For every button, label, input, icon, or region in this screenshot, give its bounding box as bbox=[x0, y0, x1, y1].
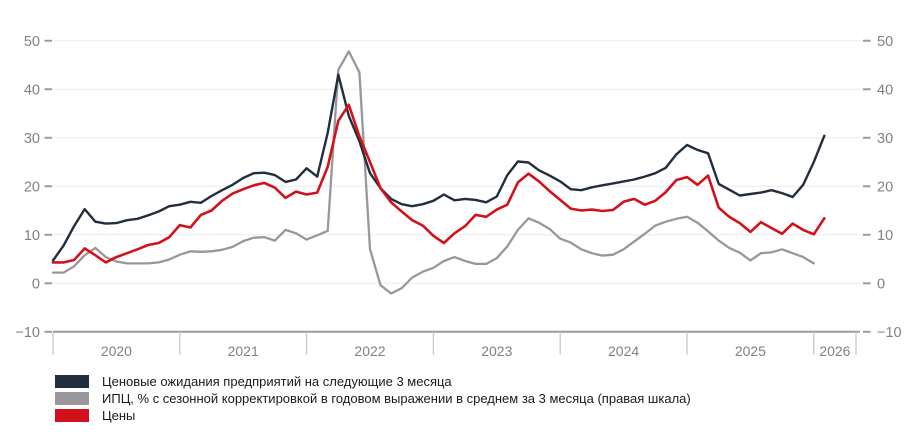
x-axis-year-label: 2024 bbox=[608, 343, 639, 359]
legend-label-expectations: Ценовые ожидания предприятий на следующи… bbox=[102, 374, 452, 389]
y-axis-label-left: 20 bbox=[24, 179, 40, 195]
x-axis-year-label: 2023 bbox=[481, 343, 512, 359]
series-line-prices bbox=[51, 103, 826, 264]
legend: Ценовые ожидания предприятий на следующи… bbox=[55, 375, 691, 422]
legend-item-cpi: ИПЦ, % с сезонной корректировкой в годов… bbox=[55, 392, 691, 405]
legend-label-prices: Цены bbox=[102, 408, 136, 423]
series-line-expectations bbox=[51, 73, 826, 262]
y-axis-label-right: 0 bbox=[877, 276, 885, 292]
y-axis-label-left: 40 bbox=[24, 82, 40, 98]
y-axis-label-right: 30 bbox=[877, 131, 893, 147]
y-axis-label-left: 0 bbox=[32, 276, 40, 292]
y-axis-label-right: 50 bbox=[877, 34, 893, 50]
x-axis-year-label: 2026 bbox=[819, 343, 850, 359]
x-axis-year-label: 2020 bbox=[101, 343, 132, 359]
x-axis-year-label: 2021 bbox=[228, 343, 259, 359]
x-axis-year-label: 2025 bbox=[735, 343, 766, 359]
y-axis-label-left: 30 bbox=[24, 131, 40, 147]
y-axis-label-right: 10 bbox=[877, 228, 893, 244]
y-axis-label-right: 20 bbox=[877, 179, 893, 195]
legend-label-cpi: ИПЦ, % с сезонной корректировкой в годов… bbox=[102, 391, 691, 406]
y-axis-label-left: −10 bbox=[15, 325, 40, 341]
legend-swatch-expectations bbox=[55, 375, 89, 388]
legend-item-expectations: Ценовые ожидания предприятий на следующи… bbox=[55, 375, 691, 388]
y-axis-label-right: −10 bbox=[877, 325, 902, 341]
y-axis-label-right: 40 bbox=[877, 82, 893, 98]
legend-item-prices: Цены bbox=[55, 409, 691, 422]
x-axis-year-label: 2022 bbox=[354, 343, 385, 359]
y-axis-label-left: 10 bbox=[24, 228, 40, 244]
legend-swatch-prices bbox=[55, 409, 89, 422]
legend-swatch-cpi bbox=[55, 392, 89, 405]
y-axis-label-left: 50 bbox=[24, 34, 40, 50]
series-line-cpi bbox=[51, 50, 815, 295]
